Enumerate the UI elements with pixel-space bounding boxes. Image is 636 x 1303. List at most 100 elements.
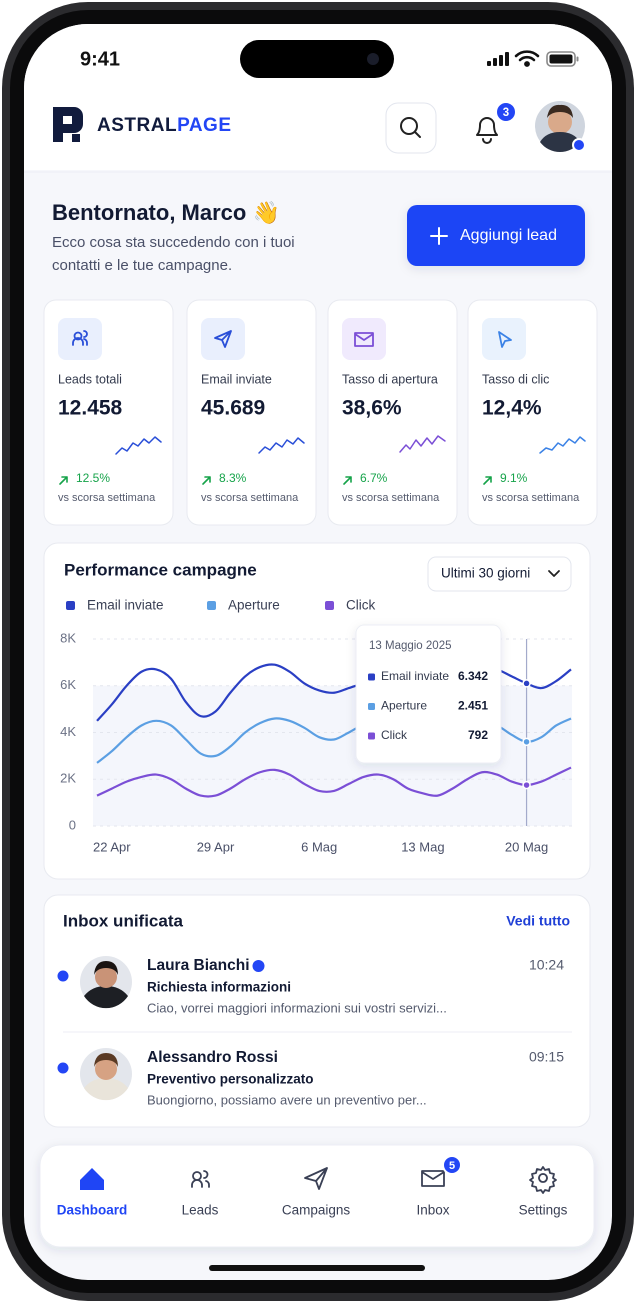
avatar-hair [94,961,118,975]
unread-dot [57,1062,69,1074]
kpi-icon [214,330,232,348]
kpi-icon [354,332,374,347]
message-preview: Ciao, vorrei maggiori informazioni sui v… [147,1000,447,1015]
y-tick-label: 6K [60,677,76,692]
search-button[interactable] [385,102,437,154]
add-lead-button[interactable]: Aggiungi lead [407,205,585,266]
tab-item[interactable]: Leads [182,1170,219,1218]
x-tick-label: 22 Apr [93,839,131,854]
y-tick-label: 8K [60,630,76,645]
legend-swatch [325,601,334,610]
battery-icon [546,51,579,67]
tab-label: Inbox [416,1203,449,1218]
kpi-comparison: vs scorsa settimana [201,492,299,504]
avatar-body [84,1078,128,1101]
sender-name: Laura Bianchi [147,957,250,974]
x-tick-label: 20 Mag [505,839,548,854]
kpi-trend-arrow [343,476,352,485]
message-subject: Richiesta informazioni [147,980,291,995]
inbox-card [43,894,591,1128]
y-tick-label: 0 [69,817,76,832]
tooltip-swatch [368,673,375,681]
add-lead-label: Aggiungi lead [460,227,557,244]
tab-icon [80,1168,104,1190]
inbox-title: Inbox unificata [63,911,184,930]
message-row[interactable]: Laura Bianchi 10:24 Richiesta informazioni… [57,956,565,1015]
kpi-card: Leads totali 12.458 12.5% vs scorsa settima… [43,299,174,526]
kpi-card: Email inviate 45.689 8.3% vs scorsa settima… [186,299,317,526]
avatar-face [95,966,117,988]
verified-badge [252,960,265,972]
tab-item[interactable]: Dashboard [57,1168,128,1218]
line-chart: 0 2K 4K 6K 8K 22 Apr 29 Apr 6 Mag 13 Mag 20 Mag Em… [60,598,572,854]
tab-icon [191,1170,210,1188]
greeting-title: Bentornato, Marco 👋 [52,200,280,226]
kpi-change: 6.7% [360,471,388,485]
message-list: Laura Bianchi 10:24 Richiesta informazioni… [57,956,572,1107]
hover-dot [522,737,531,747]
see-all-link[interactable]: Vedi tutto [506,913,570,929]
tab-label: Settings [519,1203,568,1218]
kpi-card: Tasso di clic 12,4% 9.1% vs scorsa settiman… [467,299,598,526]
unread-dot [57,970,69,982]
kpi-label: Tasso di apertura [342,372,438,386]
notification-badge: 3 [503,107,509,119]
tab-bar [39,1144,595,1248]
range-dropdown[interactable]: Ultimi 30 giorni [427,556,572,592]
wifi-icon [514,50,540,67]
tab-label: Leads [182,1203,219,1218]
kpi-icon-bg [482,318,526,360]
profile-avatar[interactable] [535,101,586,152]
tooltip-value: 2.451 [458,699,488,713]
tooltip-value: 792 [468,728,488,742]
tooltip-date: 13 Maggio 2025 [369,640,451,652]
kpi-sparkline [539,436,586,454]
kpi-trend-arrow [202,476,211,485]
kpi-comparison: vs scorsa settimana [58,492,156,504]
inbox-badge: 5 [449,1160,455,1172]
kpi-icon [498,331,512,348]
sender-name: Alessandro Rossi [147,1049,278,1066]
kpi-comparison: vs scorsa settimana [342,492,440,504]
kpi-value: 45.689 [201,397,265,420]
message-time: 10:24 [529,957,564,973]
kpi-row: Leads totali 12.458 12.5% vs scorsa settima… [43,299,598,526]
signal-icon [487,52,509,66]
tab-icon [529,1166,557,1194]
tab-label: Dashboard [57,1203,128,1218]
tab-item[interactable]: Inbox [416,1170,450,1218]
range-label: Ultimi 30 giorni [441,566,530,581]
kpi-trend-arrow [59,476,68,485]
kpi-comparison: vs scorsa settimana [482,492,580,504]
dynamic-island [240,40,394,78]
x-tick-label: 13 Mag [401,839,444,854]
message-row[interactable]: Alessandro Rossi 09:15 Preventivo personal… [57,1048,565,1107]
tab-items: Dashboard Leads Campaigns Inbox Settings 5 [57,1155,568,1218]
kpi-label: Tasso di clic [482,372,549,386]
tab-item[interactable]: Campaigns [282,1167,351,1218]
kpi-sparkline [258,437,305,454]
kpi-change: 9.1% [500,471,528,485]
brand-part: PAGE [177,115,231,136]
kpi-card: Tasso di apertura 38,6% 6.7% vs scorsa sett… [327,299,458,526]
kpi-sparkline [399,435,446,453]
brand-part: ASTRAL [97,115,177,136]
avatar-hair [94,1053,118,1067]
kpi-value: 38,6% [342,397,402,420]
header-bg [24,24,612,170]
tab-icon [304,1167,328,1190]
tooltip-swatch [368,732,375,740]
greeting-subtitle: Ecco cosa sta succedendo con i tuoi [52,234,295,251]
legend-label: Aperture [228,598,280,613]
kpi-label: Email inviate [201,372,272,386]
notifications-button[interactable]: 3 [476,101,517,144]
kpi-value: 12,4% [482,397,542,420]
tooltip: 13 Maggio 2025 Email inviate 6.342 Aperture… [355,624,502,764]
y-tick-label: 4K [60,724,76,739]
tooltip-bg [355,624,502,764]
status-time: 9:41 [80,48,120,70]
kpi-change: 8.3% [219,471,247,485]
tab-item[interactable]: Settings [519,1166,568,1218]
